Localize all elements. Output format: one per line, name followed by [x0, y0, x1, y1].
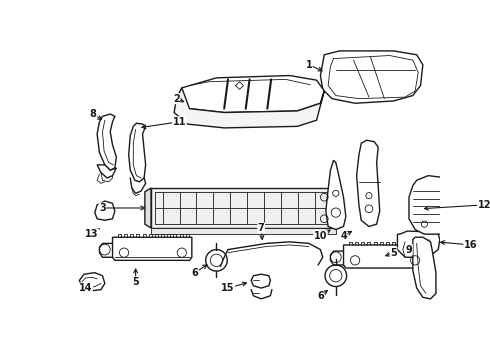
Text: 9: 9	[406, 244, 413, 255]
Text: 16: 16	[464, 240, 477, 250]
Text: 4: 4	[340, 231, 347, 241]
Polygon shape	[113, 237, 192, 260]
Text: 10: 10	[314, 231, 327, 241]
Text: 6: 6	[317, 291, 324, 301]
Polygon shape	[357, 140, 380, 226]
Text: 15: 15	[221, 283, 235, 293]
Text: 6: 6	[192, 267, 198, 278]
Polygon shape	[320, 51, 423, 103]
Text: 5: 5	[390, 248, 397, 258]
Text: 7: 7	[258, 223, 265, 233]
Polygon shape	[176, 76, 324, 112]
Polygon shape	[251, 274, 270, 288]
Polygon shape	[79, 273, 105, 291]
Polygon shape	[409, 176, 466, 234]
Polygon shape	[174, 88, 324, 128]
Polygon shape	[97, 165, 117, 178]
Polygon shape	[151, 188, 336, 228]
Polygon shape	[413, 237, 436, 299]
Polygon shape	[145, 188, 151, 228]
Text: 2: 2	[173, 94, 180, 104]
Text: 11: 11	[173, 117, 186, 127]
Polygon shape	[397, 231, 440, 257]
Polygon shape	[129, 123, 146, 182]
Polygon shape	[151, 228, 336, 234]
Polygon shape	[343, 245, 423, 268]
Text: 13: 13	[85, 229, 98, 239]
Text: 3: 3	[99, 203, 106, 213]
Text: 5: 5	[132, 277, 139, 287]
Text: 1: 1	[305, 60, 312, 70]
Text: 14: 14	[79, 283, 92, 293]
Text: 8: 8	[90, 109, 97, 119]
Polygon shape	[97, 114, 117, 170]
Polygon shape	[95, 201, 115, 220]
Text: 12: 12	[478, 200, 490, 210]
Polygon shape	[326, 160, 346, 230]
